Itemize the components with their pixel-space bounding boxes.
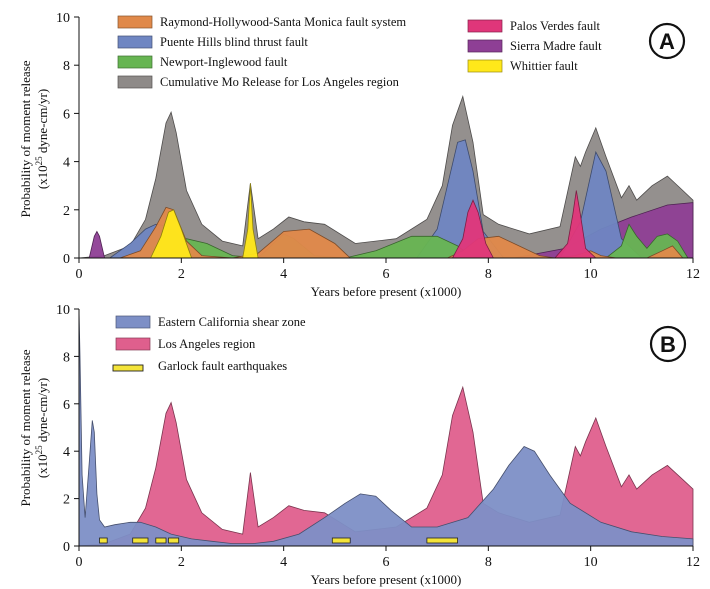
panel-b-legend-label-garlock-fault-earthquakes: Garlock fault earthquakes: [158, 359, 287, 373]
panel-a-xtick-label-10: 10: [584, 267, 598, 282]
panel-b-ytick-label-4: 4: [63, 445, 70, 460]
panel-a-ylabel-exponent: 25: [34, 156, 44, 166]
panel-b-ytick-label-10: 10: [56, 303, 70, 318]
panel-a-xtick-label-2: 2: [178, 267, 185, 282]
panel-a-axes: 0 2 4 6 8 10 12 0 2 4 6 8 10: [56, 11, 700, 282]
panel-b: 0 2 4 6 8 10 12 0 2 4 6 8 10 Eastern California shea…: [18, 303, 700, 587]
panel-a-xtick-label-0: 0: [76, 267, 83, 282]
panel-b-xtick-label-12: 12: [686, 555, 700, 570]
panel-a-ylabel-base: (x10: [35, 165, 50, 189]
panel-a-legend-item-raymond-hollywood-santa-monica-fault-system: Raymond-Hollywood-Santa Monica fault sys…: [117, 15, 406, 29]
panel-b-badge-circle: [649, 325, 687, 363]
panel-a-legend-item-palos-verdes-fault: Palos Verdes fault: [467, 19, 601, 33]
panel-a-ytick-label-2: 2: [63, 204, 70, 219]
panel-b-legend-swatch-los-angeles-region: [115, 337, 151, 351]
panel-b-ytick-label-6: 6: [63, 398, 70, 413]
panel-a-legend-label-palos-verdes-fault: Palos Verdes fault: [510, 19, 601, 33]
panel-a-legend-label-newport-inglewood-fault: Newport-Inglewood fault: [160, 55, 288, 69]
panel-b-ytick-label-0: 0: [63, 540, 70, 555]
panel-a-ylabel-line2: (x1025 dyne-cm/yr): [34, 89, 50, 189]
panel-a-xtick-label-8: 8: [485, 267, 492, 282]
panel-a: 0 2 4 6 8 10 12 0 2 4 6 8 10 Raymond-Hollywood-Santa…: [18, 11, 700, 299]
panel-a-xtick-label-12: 12: [686, 267, 700, 282]
panel-b-xtick-label-0: 0: [76, 555, 83, 570]
panel-b-legend-swatch-eastern-california-shear-zone: [115, 315, 151, 329]
panel-b-ylabel-line1: Probability of moment release: [18, 349, 33, 506]
panel-b-xlabel: Years before present (x1000): [311, 572, 462, 587]
panel-a-xtick-label-4: 4: [280, 267, 287, 282]
panel-a-ytick-label-0: 0: [63, 252, 70, 267]
panel-a-ytick-label-8: 8: [63, 59, 70, 74]
panel-b-legend: Eastern California shear zone Los Angeles…: [112, 315, 306, 373]
panel-b-ylabel-base: (x10: [35, 454, 50, 478]
panel-b-garlock-event-5: [331, 537, 351, 544]
panel-b-areas: [78, 308, 694, 547]
panel-b-xtick-label-4: 4: [280, 555, 287, 570]
panel-b-ylabel: Probability of moment release (x1025 dyn…: [18, 349, 50, 506]
panel-a-ytick-label-4: 4: [63, 156, 70, 171]
panel-b-axes: 0 2 4 6 8 10 12 0 2 4 6 8 10: [56, 303, 700, 570]
panel-a-xtick-label-6: 6: [383, 267, 390, 282]
panel-b-garlock-event-6: [426, 537, 458, 544]
panel-a-legend-swatch-sierra-madre-fault: [467, 39, 503, 53]
panel-a-legend: Raymond-Hollywood-Santa Monica fault sys…: [117, 15, 602, 89]
panel-a-legend-swatch-cumulative-mo-release-for-los-angeles-region: [117, 75, 153, 89]
panel-b-xtick-label-6: 6: [383, 555, 390, 570]
panel-b-garlock-event-4: [168, 537, 180, 544]
panel-b-ylabel-line2: (x1025 dyne-cm/yr): [34, 378, 50, 478]
panel-a-ytick-label-6: 6: [63, 107, 70, 122]
panel-b-ytick-label-2: 2: [63, 493, 70, 508]
panel-b-legend-label-eastern-california-shear-zone: Eastern California shear zone: [158, 315, 306, 329]
panel-a-legend-swatch-newport-inglewood-fault: [117, 55, 153, 69]
panel-a-legend-label-cumulative-mo-release-for-los-angeles-region: Cumulative Mo Release for Los Angeles re…: [160, 75, 400, 89]
panel-b-legend-swatch-garlock-fault-earthquakes: [112, 364, 144, 372]
panel-b-legend-item-garlock-fault-earthquakes: Garlock fault earthquakes: [112, 359, 287, 373]
panel-a-legend-item-newport-inglewood-fault: Newport-Inglewood fault: [117, 55, 288, 69]
panel-b-xtick-label-8: 8: [485, 555, 492, 570]
panel-a-letter: A: [659, 29, 675, 54]
panel-a-legend-item-cumulative-mo-release-for-los-angeles-region: Cumulative Mo Release for Los Angeles re…: [117, 75, 400, 89]
panel-b-xtick-label-2: 2: [178, 555, 185, 570]
panel-a-xlabel: Years before present (x1000): [311, 284, 462, 299]
panel-a-legend-label-raymond-hollywood-santa-monica-fault-system: Raymond-Hollywood-Santa Monica fault sys…: [160, 15, 406, 29]
panel-b-legend-label-los-angeles-region: Los Angeles region: [158, 337, 256, 351]
panel-a-legend-swatch-whittier-fault: [467, 59, 503, 73]
panel-a-legend-swatch-raymond-hollywood-santa-monica-fault-system: [117, 15, 153, 29]
panel-b-ylabel-units: dyne-cm/yr): [35, 378, 50, 446]
panel-a-legend-label-whittier-fault: Whittier fault: [510, 59, 578, 73]
panel-a-ylabel: Probability of moment release (x1025 dyn…: [18, 60, 50, 217]
panel-b-garlock-event-2: [132, 537, 149, 544]
panel-a-legend-item-sierra-madre-fault: Sierra Madre fault: [467, 39, 602, 53]
panel-a-legend-label-puente-hills-blind-thrust-fault: Puente Hills blind thrust fault: [160, 35, 308, 49]
panel-b-legend-item-eastern-california-shear-zone: Eastern California shear zone: [115, 315, 306, 329]
panel-a-ylabel-units: dyne-cm/yr): [35, 89, 50, 157]
panel-a-legend-swatch-puente-hills-blind-thrust-fault: [117, 35, 153, 49]
panel-a-badge: A: [648, 22, 686, 60]
panel-b-xtick-label-10: 10: [584, 555, 598, 570]
panel-b-letter: B: [660, 332, 676, 357]
panel-b-ylabel-exponent: 25: [34, 445, 44, 455]
panel-b-garlock-event-1: [99, 537, 108, 544]
panel-b-garlock-event-3: [155, 537, 167, 544]
panel-a-legend-item-puente-hills-blind-thrust-fault: Puente Hills blind thrust fault: [117, 35, 308, 49]
panel-a-ytick-label-10: 10: [56, 11, 70, 26]
panel-b-badge: B: [649, 325, 687, 363]
panel-a-legend-label-sierra-madre-fault: Sierra Madre fault: [510, 39, 602, 53]
panel-a-ylabel-line1: Probability of moment release: [18, 60, 33, 217]
panel-a-legend-item-whittier-fault: Whittier fault: [467, 59, 578, 73]
panel-a-areas: [78, 95, 694, 259]
panel-b-legend-item-los-angeles-region: Los Angeles region: [115, 337, 256, 351]
panel-a-legend-swatch-palos-verdes-fault: [467, 19, 503, 33]
panel-a-badge-circle: [648, 22, 686, 60]
panel-b-area-eastern-california-shear-zone: [78, 308, 694, 547]
panel-b-ytick-label-8: 8: [63, 350, 70, 365]
